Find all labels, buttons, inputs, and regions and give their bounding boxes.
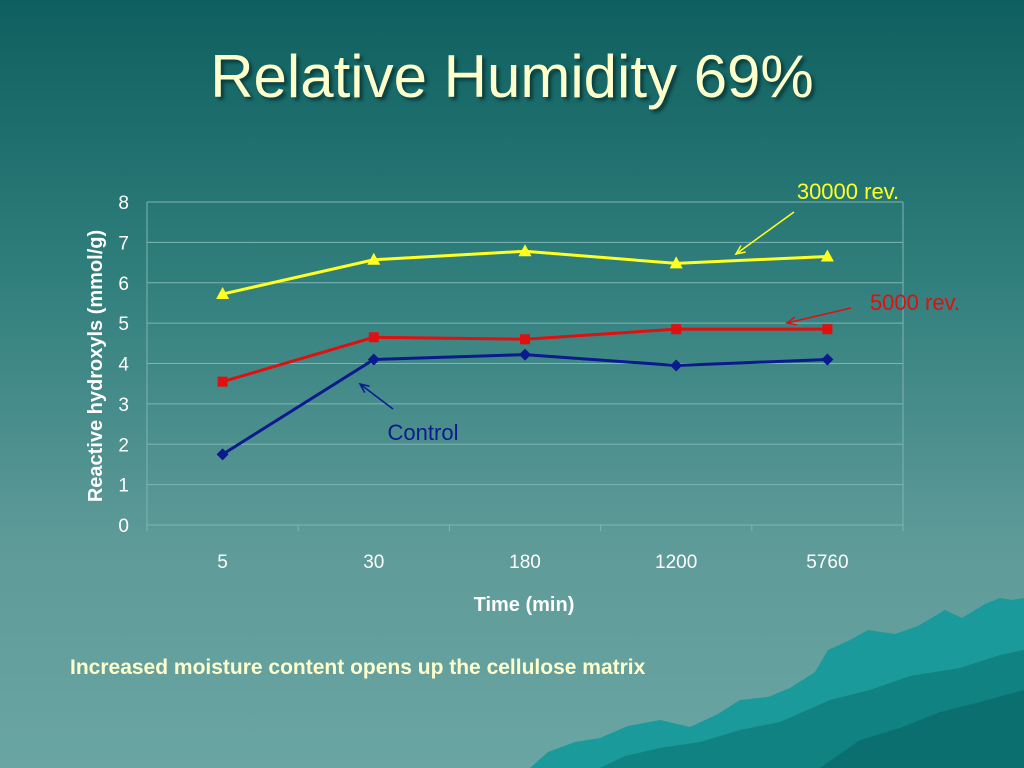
y-tick-label: 8 xyxy=(118,193,129,214)
data-point xyxy=(671,324,682,335)
data-point xyxy=(669,256,683,269)
data-point xyxy=(519,348,531,361)
data-point xyxy=(367,252,381,265)
y-axis-label: Reactive hydroxyls (mmol/g) xyxy=(85,230,107,502)
data-point xyxy=(820,249,834,262)
y-tick-label: 6 xyxy=(118,274,129,295)
data-point xyxy=(216,287,230,300)
data-point xyxy=(518,244,532,257)
x-tick-label: 5760 xyxy=(806,552,848,573)
data-point xyxy=(520,334,530,345)
data-point xyxy=(670,359,683,372)
y-tick-label: 1 xyxy=(118,476,129,497)
annotation-arrow xyxy=(786,307,852,324)
annotation-label: 5000 rev. xyxy=(870,290,960,315)
chart-annotations: Control 5000 rev. 30000 rev. xyxy=(358,179,960,445)
x-tick-label: 5 xyxy=(217,552,228,573)
y-tick-label: 2 xyxy=(118,435,129,456)
annotation-label: Control xyxy=(388,420,459,445)
x-tick-label: 1200 xyxy=(655,552,697,573)
chart-grid xyxy=(146,201,904,526)
y-tick-label: 0 xyxy=(118,516,129,537)
x-axis-label: Time (min) xyxy=(474,594,575,616)
data-point xyxy=(217,376,228,387)
annotation-arrowhead xyxy=(358,382,370,393)
slide-caption: Increased moisture content opens up the … xyxy=(70,656,646,679)
chart-series xyxy=(216,244,834,461)
x-tick-label: 180 xyxy=(509,552,541,573)
x-tick-label: 30 xyxy=(363,552,384,573)
data-point xyxy=(821,353,834,366)
annotation-arrowhead xyxy=(785,316,797,326)
annotation-arrow xyxy=(735,211,795,255)
y-tick-label: 7 xyxy=(118,233,129,254)
y-tick-label: 4 xyxy=(118,355,129,376)
data-point xyxy=(367,353,380,366)
y-tick-label: 5 xyxy=(118,314,129,335)
annotation-label: 30000 rev. xyxy=(797,179,899,204)
annotation-arrow xyxy=(359,383,394,410)
x-axis-ticks: 5 30 180 1200 5760 xyxy=(146,525,904,573)
y-tick-label: 3 xyxy=(118,395,129,416)
y-axis-ticks: 0 1 2 3 4 5 6 7 8 xyxy=(118,193,129,537)
data-point xyxy=(822,324,833,335)
annotation-arrowhead xyxy=(734,245,746,256)
data-point xyxy=(216,448,229,461)
slide-title: Relative Humidity 69% xyxy=(210,43,814,110)
data-point xyxy=(368,332,379,343)
